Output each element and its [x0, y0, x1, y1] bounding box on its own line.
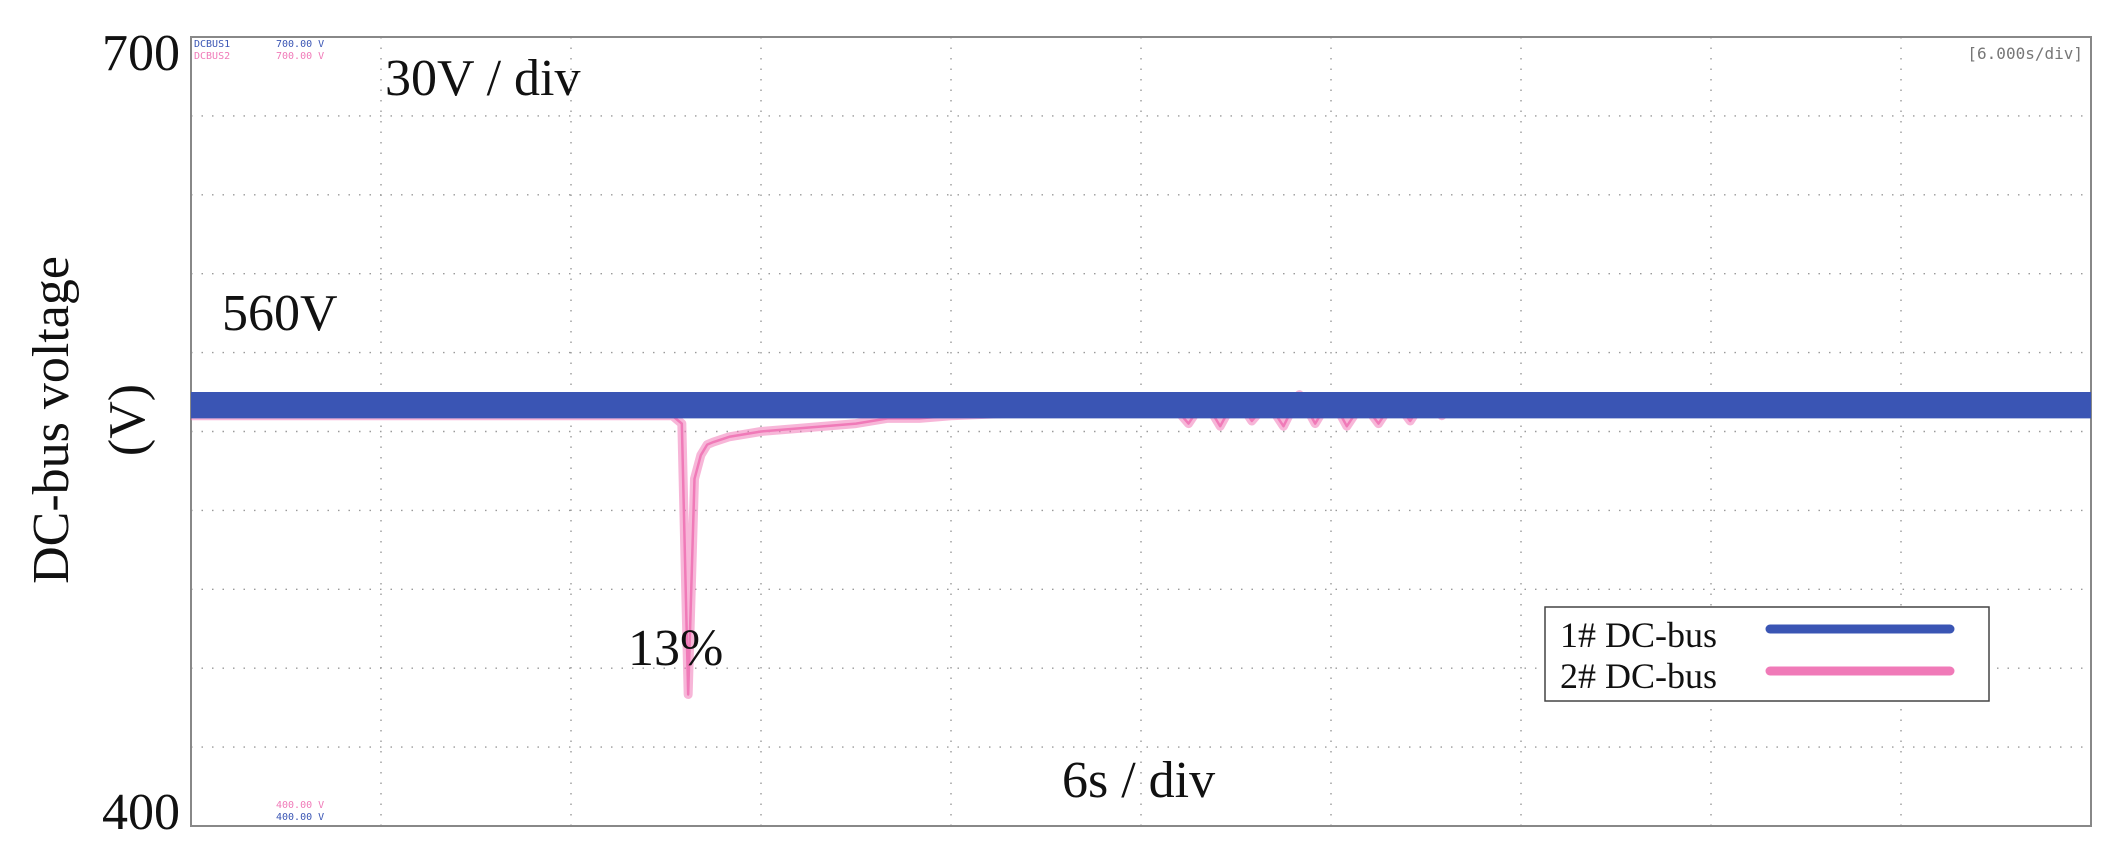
- ch2-header-name: DCBUS2: [194, 51, 230, 62]
- y-axis-label-line1: DC-bus voltage: [23, 256, 80, 584]
- volts-per-div-label: 30V / div: [385, 50, 581, 107]
- legend-label-2: 2# DC-bus: [1560, 656, 1717, 696]
- series-group: [191, 390, 2091, 699]
- y-axis-label-line2: (V): [99, 384, 156, 456]
- drop-label: 13%: [628, 620, 723, 677]
- legend-label-1: 1# DC-bus: [1560, 615, 1717, 655]
- ch2-header-top: 700.00 V: [276, 51, 324, 62]
- y-tick-top: 700: [102, 25, 180, 82]
- time-per-div-label: 6s / div: [1062, 752, 1215, 809]
- y-axis-label: DC-bus voltage (V): [23, 256, 156, 584]
- ch1-header-top: 700.00 V: [276, 39, 324, 50]
- ch1-header-name: DCBUS1: [194, 39, 230, 50]
- ch1-header-bottom: 400.00 V: [276, 812, 324, 823]
- plot-frame: [190, 36, 2092, 827]
- y-tick-bottom: 400: [102, 784, 180, 841]
- legend: 1# DC-bus 2# DC-bus: [1544, 606, 1990, 702]
- legend-box: [1544, 606, 1990, 702]
- level-label: 560V: [222, 285, 338, 342]
- grid: [191, 37, 2091, 826]
- timebase-readout: [6.000s/div]: [1967, 44, 2083, 63]
- ch2-header-bottom: 400.00 V: [276, 800, 324, 811]
